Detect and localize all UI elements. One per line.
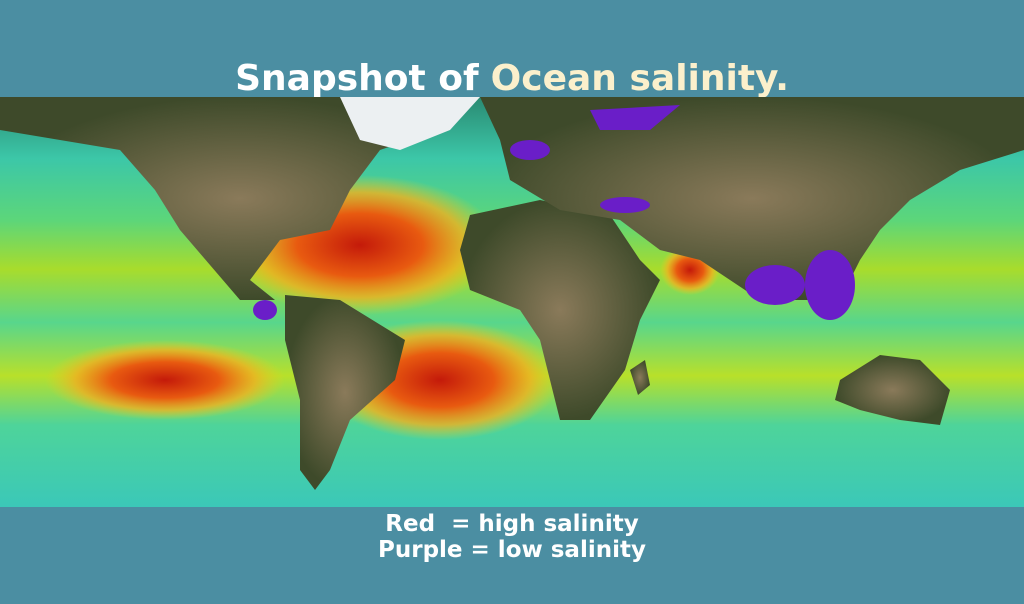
title: Snapshot of Ocean salinity. [235,58,789,99]
title-start: Snapshot of [235,58,479,99]
caption-line: Red = high salinity [385,511,638,537]
caption-line: Purple = low salinity [378,537,646,563]
salinity-map [0,97,1024,507]
title-highlight: Ocean salinity. [491,58,789,99]
